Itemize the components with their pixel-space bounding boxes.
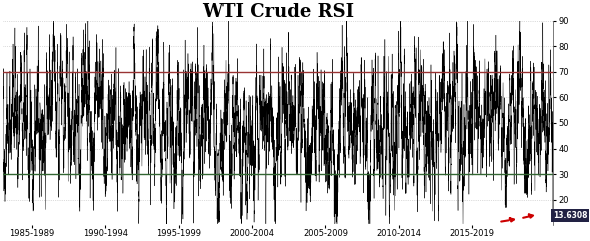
Text: 13.6308: 13.6308 [553, 211, 587, 220]
Title: WTI Crude RSI: WTI Crude RSI [202, 3, 354, 21]
